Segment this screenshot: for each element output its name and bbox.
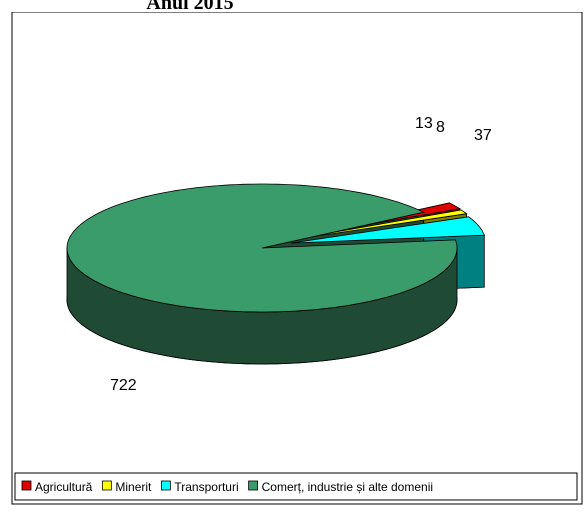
data-label: 8 xyxy=(436,119,445,136)
slice xyxy=(290,216,485,244)
legend-swatch xyxy=(21,480,32,491)
data-label: 37 xyxy=(474,127,492,144)
slice xyxy=(66,183,458,313)
legend-label: Transporturi xyxy=(174,480,238,494)
data-label: 722 xyxy=(110,377,137,394)
legend-label: Comerț, industrie și alte domenii xyxy=(262,480,433,494)
legend: Agricultură Minerit Transporturi Comerț, in… xyxy=(14,472,578,501)
chart-title: Anul 2015 xyxy=(146,0,233,14)
legend-label: Minerit xyxy=(115,480,152,494)
title-mask xyxy=(0,0,587,12)
legend-swatch xyxy=(101,480,112,491)
legend-swatch xyxy=(160,480,171,491)
legend-label: Agricultură xyxy=(35,480,93,494)
legend-swatch xyxy=(248,480,259,491)
pie: 13 8 37 722 xyxy=(66,115,492,394)
data-label: 13 xyxy=(415,115,433,132)
